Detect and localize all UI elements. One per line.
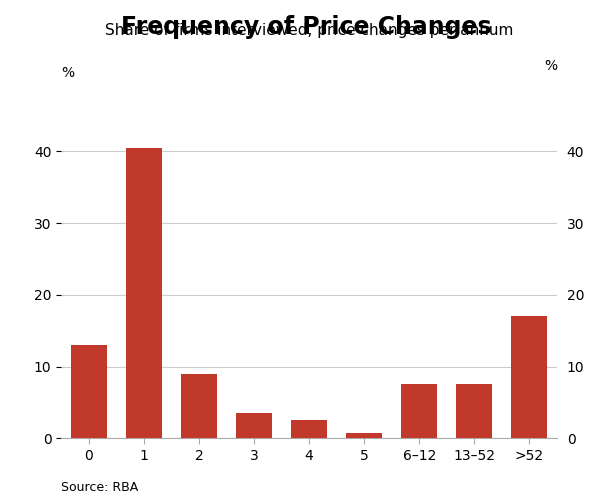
- Text: %: %: [544, 58, 557, 73]
- Bar: [401, 384, 437, 438]
- Bar: [126, 148, 162, 438]
- Bar: [71, 345, 106, 438]
- Bar: [236, 413, 272, 438]
- Bar: [457, 384, 492, 438]
- Text: Frequency of Price Changes: Frequency of Price Changes: [121, 15, 491, 39]
- Bar: [346, 432, 382, 438]
- Bar: [291, 420, 327, 438]
- Text: Source: RBA: Source: RBA: [61, 481, 138, 495]
- Bar: [181, 374, 217, 438]
- Bar: [512, 316, 547, 438]
- Text: %: %: [61, 66, 74, 80]
- Title: Share of firms interviewed, price changes per annum: Share of firms interviewed, price change…: [105, 23, 513, 38]
